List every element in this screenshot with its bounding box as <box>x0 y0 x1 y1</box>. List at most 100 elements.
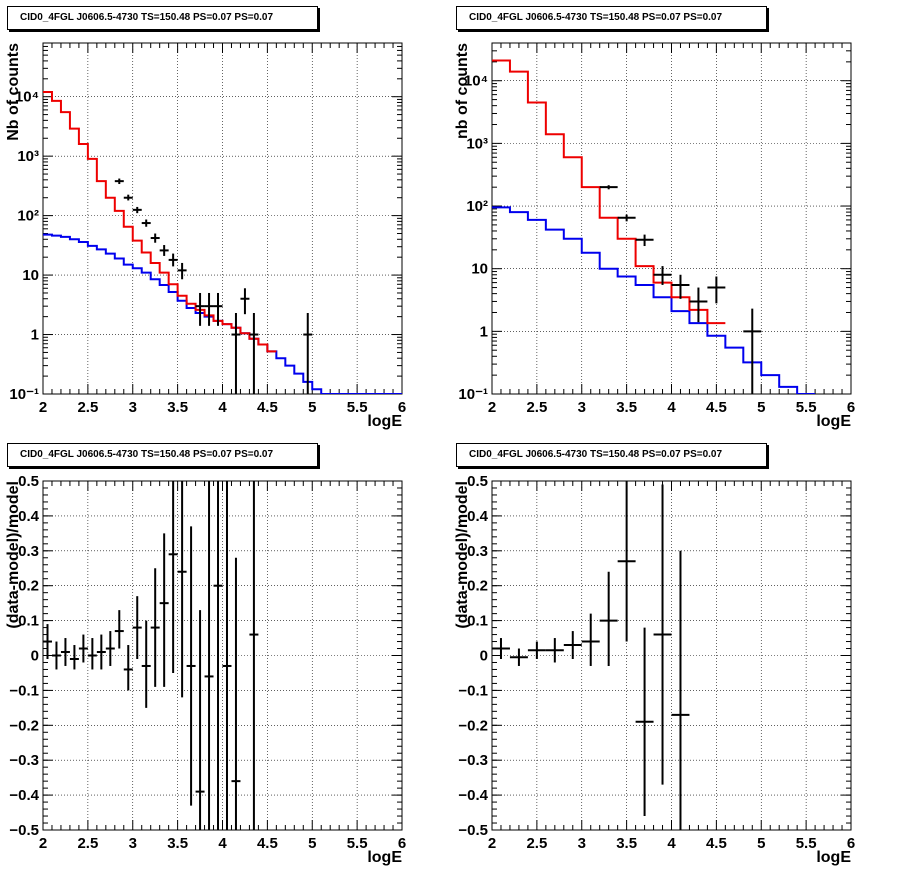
y-tick-label: 0.5 <box>18 473 39 490</box>
plot-frame <box>491 42 852 395</box>
y-tick-label: 10³ <box>466 135 488 152</box>
x-tick-label: 5.5 <box>347 835 368 852</box>
y-tick-label: 0.4 <box>18 508 40 525</box>
x-tick-label: 6 <box>847 399 855 416</box>
x-tick-label: 4.5 <box>257 835 278 852</box>
y-tick-label: 0.1 <box>18 613 39 630</box>
chart-counts-right: 2 2.5 3 3.5 4 4.5 5 5.5 6 10⁻¹ 1 10 10² 10³ 10⁴ logE nb … <box>454 42 855 430</box>
data-point <box>204 292 214 326</box>
y-tick-label: −0.4 <box>9 787 39 804</box>
y-tick-label: −0.2 <box>9 717 39 734</box>
y-tick-label: 10⁴ <box>464 73 488 90</box>
plot-frame <box>42 42 403 395</box>
data-point <box>69 645 79 670</box>
x-tick-label: 5 <box>308 399 316 416</box>
x-axis-title: logE <box>367 413 402 430</box>
x-axis-title: logE <box>816 849 851 866</box>
y-tick-label: −0.5 <box>458 822 488 839</box>
y-tick-label: 10² <box>466 198 488 215</box>
series-step-line-blue <box>492 206 816 394</box>
grid <box>492 481 851 830</box>
data-point <box>617 481 636 642</box>
x-axis-ticks <box>42 481 403 830</box>
data-point <box>114 610 124 649</box>
data-point <box>141 620 151 708</box>
y-tick-label: 10 <box>471 261 488 278</box>
data-point <box>249 481 259 830</box>
data-point <box>168 481 178 673</box>
x-tick-label: 4 <box>218 399 227 416</box>
y-tick-label: −0.4 <box>458 787 488 804</box>
x-tick-label: 5 <box>757 835 765 852</box>
x-tick-label: 4 <box>667 835 676 852</box>
data-point <box>141 219 151 227</box>
plot-area <box>43 481 259 830</box>
data-point <box>213 292 223 326</box>
y-tick-label: 0.5 <box>467 473 488 490</box>
x-tick-label: 2.5 <box>526 399 547 416</box>
data-point <box>240 288 250 315</box>
x-tick-label: 2 <box>39 399 47 416</box>
x-tick-label: 3.5 <box>616 399 637 416</box>
y-tick-label: −0.5 <box>9 822 39 839</box>
panel-title-top-left: CID0_4FGL J0606.5-4730 TS=150.48 PS=0.07… <box>7 6 318 30</box>
y-tick-label: 0 <box>480 648 488 665</box>
x-tick-label: 4.5 <box>257 399 278 416</box>
y-tick-label: −0.2 <box>458 717 488 734</box>
y-tick-label: −0.3 <box>458 752 488 769</box>
y-tick-label: −0.1 <box>9 682 39 699</box>
x-tick-label: 4 <box>218 835 227 852</box>
y-tick-label: −0.1 <box>458 682 488 699</box>
y-tick-label: 0.2 <box>18 578 39 595</box>
grid <box>492 43 851 394</box>
data-point <box>527 641 546 659</box>
x-tick-label: 5 <box>757 399 765 416</box>
y-axis-ticks <box>492 50 851 395</box>
data-point <box>159 245 169 256</box>
data-point <box>177 481 187 698</box>
data-point <box>186 526 196 806</box>
data-point <box>159 533 169 687</box>
data-point <box>177 262 187 280</box>
plot-area <box>492 481 690 830</box>
data-point <box>43 624 52 659</box>
x-tick-label: 2 <box>488 399 496 416</box>
data-point <box>599 571 618 666</box>
plot-area <box>43 90 402 394</box>
x-tick-label: 6 <box>847 835 855 852</box>
x-axis-title: logE <box>367 849 402 866</box>
y-tick-label: 0.4 <box>467 508 489 525</box>
x-axis-ticks <box>491 43 852 394</box>
data-point <box>599 185 618 190</box>
data-point <box>671 274 690 299</box>
y-tick-label: 0.3 <box>467 543 488 560</box>
x-tick-label: 3 <box>129 835 137 852</box>
data-point <box>195 292 205 326</box>
x-tick-label: 4.5 <box>706 835 727 852</box>
y-tick-label: 1 <box>480 323 488 340</box>
data-point <box>222 481 232 830</box>
x-tick-label: 2.5 <box>526 835 547 852</box>
data-point <box>653 484 672 785</box>
y-axis-title: nb of counts <box>454 43 471 139</box>
data-point <box>743 308 762 394</box>
data-point <box>123 194 133 201</box>
data-point <box>60 638 70 666</box>
y-tick-label: 10⁴ <box>15 89 39 106</box>
x-tick-label: 6 <box>398 399 406 416</box>
y-axis-title: (data-model)/model <box>454 481 471 629</box>
x-tick-label: 6 <box>398 835 406 852</box>
data-point <box>213 481 223 830</box>
x-axis-ticks <box>42 43 403 394</box>
x-tick-label: 3 <box>578 835 586 852</box>
data-point <box>132 596 142 659</box>
data-point <box>114 178 124 185</box>
y-tick-label: −0.3 <box>9 752 39 769</box>
data-point <box>204 481 214 830</box>
data-point <box>78 634 88 663</box>
chart-resid-left: 2 2.5 3 3.5 4 4.5 5 5.5 6 −0.5 −0.4 −0.3 −0.2 −0.1 0 0.… <box>5 473 406 866</box>
data-point <box>96 634 106 670</box>
chart-resid-right: 2 2.5 3 3.5 4 4.5 5 5.5 6 −0.5 −0.4 −0.3 −0.2 −0.1 0 0.… <box>454 473 855 866</box>
x-tick-label: 5.5 <box>796 399 817 416</box>
